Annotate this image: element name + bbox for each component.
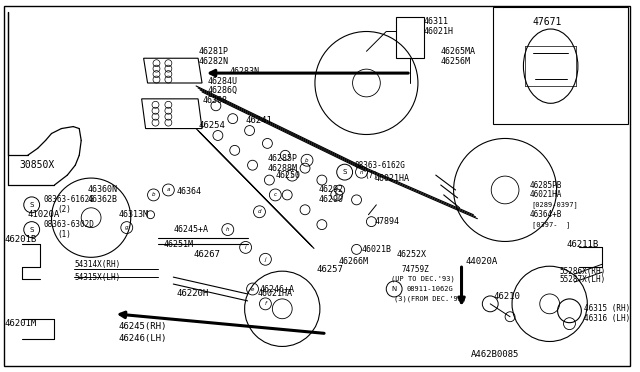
Text: 46246+A: 46246+A (259, 285, 294, 294)
Text: (2): (2) (58, 205, 71, 214)
Text: 46288M: 46288M (268, 164, 298, 173)
Text: 46252X: 46252X (396, 250, 426, 259)
Text: S: S (342, 169, 347, 175)
Text: 46211B: 46211B (566, 240, 599, 249)
Text: S: S (29, 227, 34, 232)
Text: S: S (29, 202, 34, 208)
Bar (493, 7, 628, 124)
Text: A462B0085: A462B0085 (470, 350, 519, 359)
Text: 08363-6162G: 08363-6162G (44, 195, 95, 204)
Text: 46201M: 46201M (5, 319, 37, 328)
Text: 46285P: 46285P (268, 154, 298, 163)
Text: 46266M: 46266M (339, 257, 369, 266)
Text: [0397-  ]: [0397- ] (532, 221, 570, 228)
Text: 46021H: 46021H (424, 27, 454, 36)
Text: 46021HA: 46021HA (530, 190, 562, 199)
Text: 46254: 46254 (198, 121, 225, 130)
Text: 08363-6302D: 08363-6302D (44, 220, 95, 229)
Text: 55286X(RH): 55286X(RH) (559, 267, 606, 276)
Text: 46201B: 46201B (5, 235, 37, 244)
Text: 47894: 47894 (374, 217, 399, 226)
Text: 46246(LH): 46246(LH) (119, 334, 167, 343)
Text: 46241: 46241 (246, 116, 273, 125)
Text: j: j (265, 257, 266, 262)
Text: 41020A: 41020A (28, 210, 60, 219)
Text: 46286Q: 46286Q (208, 86, 238, 96)
Text: 46292: 46292 (319, 186, 344, 195)
Text: c: c (291, 173, 294, 177)
Text: 08911-1062G: 08911-1062G (406, 286, 453, 292)
Text: 44020A: 44020A (465, 257, 498, 266)
Text: 46281P: 46281P (198, 47, 228, 56)
Text: d: d (258, 209, 261, 214)
Text: 46210: 46210 (493, 292, 520, 301)
Text: 46250: 46250 (275, 171, 300, 180)
Text: 46265MA: 46265MA (441, 47, 476, 56)
Text: 46364: 46364 (176, 187, 202, 196)
Text: 47671: 47671 (533, 17, 562, 26)
Text: (3)(FROM DEC.'93): (3)(FROM DEC.'93) (394, 296, 467, 302)
Text: 46364+B: 46364+B (530, 210, 562, 219)
Text: 46282N: 46282N (198, 57, 228, 66)
Text: 55287X(LH): 55287X(LH) (559, 275, 606, 283)
Bar (396, 17, 424, 58)
Text: 54315X(LH): 54315X(LH) (74, 273, 120, 282)
Text: N: N (392, 286, 397, 292)
Text: 46220H: 46220H (176, 289, 209, 298)
Text: b: b (152, 192, 156, 198)
Text: a: a (166, 187, 170, 192)
Text: (UP TO DEC.'93): (UP TO DEC.'93) (391, 276, 455, 282)
Text: g: g (125, 225, 129, 230)
Text: f: f (264, 301, 266, 307)
Text: 46021HA: 46021HA (257, 289, 292, 298)
Text: 08363-6162G: 08363-6162G (355, 161, 405, 170)
Text: (7): (7) (364, 171, 378, 180)
Text: 46362B: 46362B (87, 195, 117, 204)
Text: 46313M: 46313M (119, 210, 149, 219)
Text: 46021B: 46021B (362, 245, 392, 254)
Text: (1): (1) (58, 230, 71, 239)
Text: 46368: 46368 (203, 96, 228, 105)
Text: 46285PB: 46285PB (530, 180, 562, 189)
Text: k: k (335, 192, 339, 198)
Text: 46257: 46257 (317, 265, 344, 274)
Text: i: i (245, 245, 246, 250)
Text: 46311: 46311 (424, 17, 449, 26)
Text: 74759Z: 74759Z (401, 265, 429, 274)
Text: 46290: 46290 (319, 195, 344, 204)
Text: [0289-0397]: [0289-0397] (532, 202, 579, 208)
Text: c: c (274, 192, 277, 198)
Text: h: h (226, 227, 230, 232)
Text: 46245+A: 46245+A (173, 225, 208, 234)
Text: 46256M: 46256M (441, 57, 471, 66)
Text: 46284U: 46284U (208, 77, 238, 86)
Text: 46283N: 46283N (230, 67, 260, 76)
Text: b: b (305, 158, 308, 163)
Text: 54314X(RH): 54314X(RH) (74, 260, 120, 269)
Text: 30850X: 30850X (20, 160, 55, 170)
Text: 46245(RH): 46245(RH) (119, 322, 167, 331)
Text: 46267: 46267 (193, 250, 220, 259)
Text: 46360N: 46360N (87, 186, 117, 195)
Text: n: n (360, 170, 364, 174)
Text: 46251M: 46251M (163, 240, 193, 249)
Text: e: e (251, 286, 254, 292)
Text: 46316 (LH): 46316 (LH) (584, 314, 630, 323)
Text: 46315 (RH): 46315 (RH) (584, 304, 630, 313)
Text: 46021HA: 46021HA (374, 174, 410, 183)
